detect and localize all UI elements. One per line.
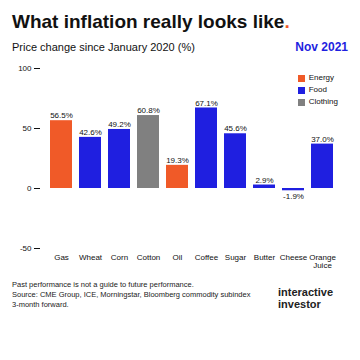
svg-text:60.8%: 60.8%	[137, 106, 160, 115]
svg-text:Corn: Corn	[111, 253, 128, 262]
svg-text:49.2%: 49.2%	[108, 120, 131, 129]
svg-text:Cheese: Cheese	[280, 253, 308, 262]
html-text:interactive investor: interactive investor	[278, 286, 333, 310]
svg-text:50: 50	[23, 124, 32, 133]
svg-text:Cotton: Cotton	[137, 253, 161, 262]
svg-text:Wheat: Wheat	[79, 253, 103, 262]
svg-text:Oil: Oil	[173, 253, 183, 262]
html-text:Energy: Energy	[308, 73, 334, 82]
svg-text:19.3%: 19.3%	[166, 156, 189, 165]
svg-text:2.9%: 2.9%	[255, 176, 273, 185]
html-text:Past performance is not a guid: Past performance is not a guide to futur…	[12, 280, 194, 289]
svg-text:0: 0	[27, 184, 32, 193]
svg-text:OrangeJuice: OrangeJuice	[309, 253, 336, 270]
svg-text:67.1%: 67.1%	[195, 99, 218, 108]
svg-text:100: 100	[18, 64, 32, 73]
svg-text:56.5%: 56.5%	[50, 111, 73, 120]
svg-text:37.0%: 37.0%	[311, 135, 334, 144]
svg-text:-1.9%: -1.9%	[283, 192, 304, 201]
svg-text:Gas: Gas	[54, 253, 69, 262]
html-text:Food: Food	[308, 85, 327, 94]
svg-text:Coffee: Coffee	[195, 253, 219, 262]
html-text:Source: CME Group, ICE, Mornin: Source: CME Group, ICE, Morningstar, Blo…	[12, 290, 251, 309]
svg-text:Butter: Butter	[254, 253, 276, 262]
svg-text:Sugar: Sugar	[225, 253, 247, 262]
html-text:Price change since January 202: Price change since January 2020 (%)	[12, 41, 195, 53]
svg-text:42.6%: 42.6%	[79, 128, 102, 137]
html-text:Clothing: Clothing	[308, 97, 338, 106]
html-text:What inflation really looks li: What inflation really looks like.	[12, 11, 290, 32]
html-text:Nov 2021: Nov 2021	[295, 40, 348, 54]
svg-text:45.6%: 45.6%	[224, 124, 247, 133]
svg-text:-50: -50	[20, 244, 32, 253]
